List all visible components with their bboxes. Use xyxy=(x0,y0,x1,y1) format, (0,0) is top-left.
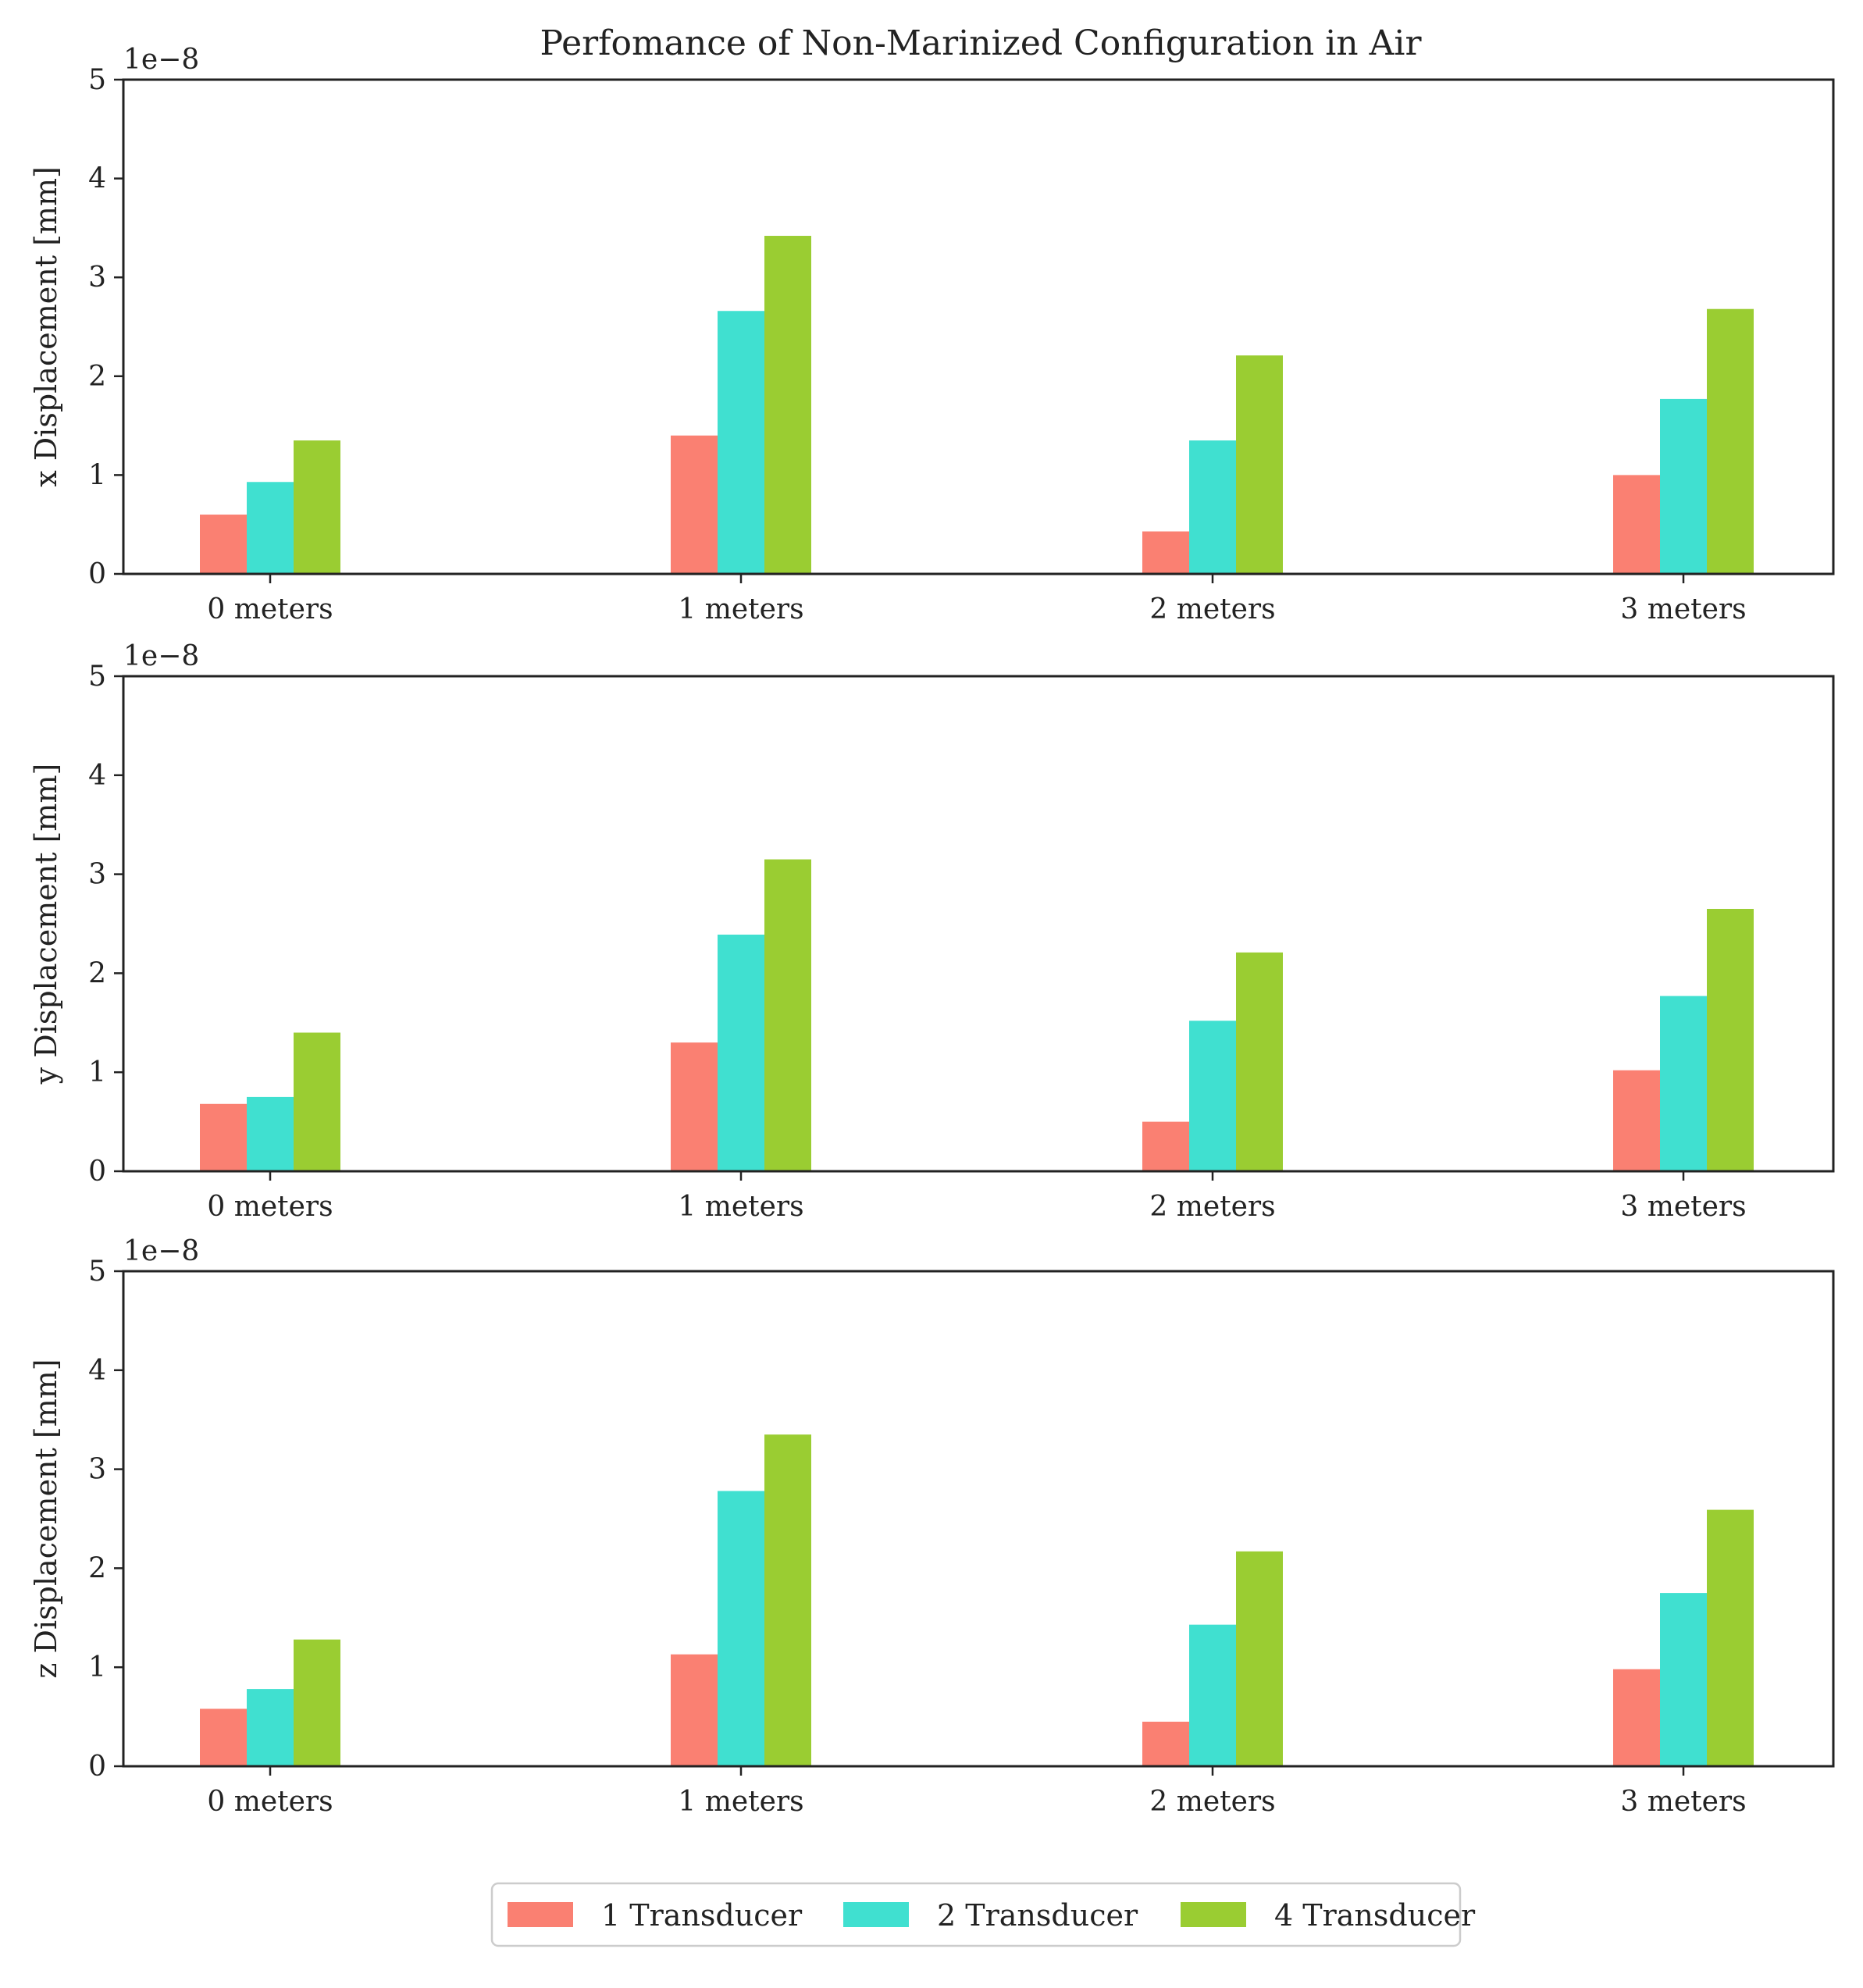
subplots-area: 0 1 2 3 4 5 0 meters 1 meters 2 meters 3 meters 1e… xyxy=(29,44,1835,1818)
bar-2-cat-4 xyxy=(1660,398,1707,574)
x-tick-label: 1 meters xyxy=(678,1191,803,1223)
legend-label-3: 4 Transducer xyxy=(1274,1898,1476,1933)
bar-1-cat-4 xyxy=(1613,1070,1660,1171)
bar-3-cat-2 xyxy=(764,1434,811,1766)
bar-2-cat-3 xyxy=(1189,1624,1236,1766)
legend-frame xyxy=(490,1882,1462,1947)
y-tick-label: 4 xyxy=(88,1355,106,1387)
bar-3-cat-4 xyxy=(1707,308,1754,574)
bar-3-cat-4 xyxy=(1707,1509,1754,1766)
bar-3-cat-2 xyxy=(764,236,811,574)
y-axis-label: y Displacement [mm] xyxy=(29,764,63,1085)
bar-3-cat-4 xyxy=(1707,908,1754,1171)
x-tick-label: 3 meters xyxy=(1620,593,1746,625)
bar-1-cat-1 xyxy=(200,1103,247,1171)
y-tick-label: 5 xyxy=(88,64,106,96)
bar-2-cat-4 xyxy=(1660,996,1707,1171)
x-tick-label: 2 meters xyxy=(1149,1191,1275,1223)
legend: 1 Transducer 2 Transducer 4 Transducer xyxy=(490,1882,1476,1947)
bar-1-cat-2 xyxy=(671,1654,718,1766)
bar-3-cat-3 xyxy=(1236,355,1283,574)
legend-label-1: 1 Transducer xyxy=(601,1898,803,1933)
bar-2-cat-2 xyxy=(718,311,764,574)
bar-1-cat-4 xyxy=(1613,1669,1660,1766)
bar-2-cat-3 xyxy=(1189,440,1236,574)
y-tick-label: 3 xyxy=(88,859,106,891)
legend-label-2: 2 Transducer xyxy=(937,1898,1138,1933)
bar-2-cat-1 xyxy=(247,482,294,574)
subplot-1: 0 1 2 3 4 5 0 meters 1 meters 2 meters 3 meters 1e… xyxy=(29,44,1835,625)
axes-frame xyxy=(122,78,1835,575)
subplot-2: 0 1 2 3 4 5 0 meters 1 meters 2 meters 3 meters 1e… xyxy=(29,640,1835,1223)
bar-1-cat-2 xyxy=(671,1042,718,1171)
legend-swatch-1 xyxy=(508,1902,573,1927)
x-tick-label: 0 meters xyxy=(207,593,333,625)
bar-2-cat-3 xyxy=(1189,1021,1236,1171)
bar-2-cat-1 xyxy=(247,1096,294,1171)
y-tick-label: 2 xyxy=(88,957,106,989)
y-tick-label: 1 xyxy=(88,1651,106,1683)
bar-1-cat-4 xyxy=(1613,475,1660,574)
bar-2-cat-2 xyxy=(718,1491,764,1766)
bar-1-cat-3 xyxy=(1142,1721,1189,1766)
y-tick-label: 2 xyxy=(88,361,106,393)
x-tick-label: 2 meters xyxy=(1149,593,1275,625)
x-tick-label: 1 meters xyxy=(678,593,803,625)
bar-1-cat-1 xyxy=(200,515,247,574)
y-tick-label: 3 xyxy=(88,1454,106,1486)
axes-frame xyxy=(122,1270,1835,1768)
y-tick-label: 5 xyxy=(88,1256,106,1288)
y-tick-label: 2 xyxy=(88,1552,106,1584)
legend-swatch-3 xyxy=(1181,1902,1246,1927)
bar-3-cat-1 xyxy=(294,440,340,574)
bar-3-cat-2 xyxy=(764,859,811,1171)
bar-3-cat-1 xyxy=(294,1032,340,1171)
y-tick-label: 1 xyxy=(88,459,106,491)
legend-swatch-2 xyxy=(843,1902,909,1927)
x-tick-label: 1 meters xyxy=(678,1786,803,1818)
axis-scale-label: 1e−8 xyxy=(123,640,199,672)
bar-3-cat-1 xyxy=(294,1639,340,1766)
bar-3-cat-3 xyxy=(1236,1551,1283,1766)
y-tick-label: 1 xyxy=(88,1056,106,1088)
y-tick-label: 0 xyxy=(88,1156,106,1188)
bar-1-cat-1 xyxy=(200,1708,247,1766)
y-tick-label: 4 xyxy=(88,760,106,792)
x-tick-label: 3 meters xyxy=(1620,1786,1746,1818)
x-tick-label: 2 meters xyxy=(1149,1786,1275,1818)
bar-2-cat-2 xyxy=(718,934,764,1171)
bar-2-cat-1 xyxy=(247,1689,294,1766)
bar-1-cat-3 xyxy=(1142,1121,1189,1171)
axes-frame xyxy=(122,675,1835,1173)
y-tick-label: 5 xyxy=(88,661,106,693)
bar-1-cat-3 xyxy=(1142,531,1189,574)
chart-title: Perfomance of Non-Marinized Configuratio… xyxy=(540,23,1422,63)
y-axis-label: z Displacement [mm] xyxy=(29,1359,63,1678)
x-tick-label: 0 meters xyxy=(207,1191,333,1223)
subplot-3: 0 1 2 3 4 5 0 meters 1 meters 2 meters 3 meters 1e… xyxy=(29,1235,1835,1818)
x-tick-label: 0 meters xyxy=(207,1786,333,1818)
y-tick-label: 4 xyxy=(88,163,106,195)
y-tick-label: 0 xyxy=(88,1751,106,1783)
y-tick-label: 0 xyxy=(88,558,106,590)
bar-2-cat-4 xyxy=(1660,1593,1707,1766)
y-axis-label: x Displacement [mm] xyxy=(29,166,63,487)
axis-scale-label: 1e−8 xyxy=(123,1235,199,1267)
axis-scale-label: 1e−8 xyxy=(123,44,199,76)
y-tick-label: 3 xyxy=(88,262,106,294)
bar-1-cat-2 xyxy=(671,435,718,574)
bar-3-cat-3 xyxy=(1236,952,1283,1171)
x-tick-label: 3 meters xyxy=(1620,1191,1746,1223)
